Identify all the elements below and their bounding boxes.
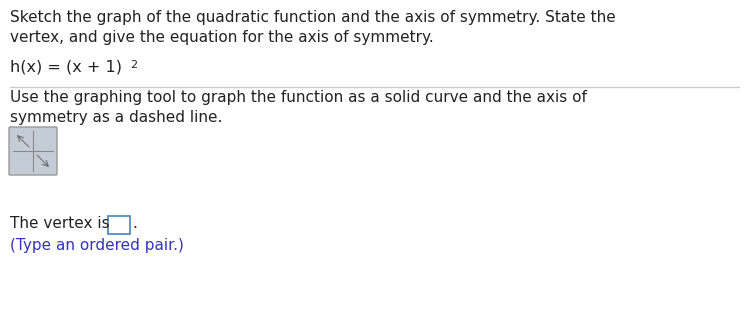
Text: vertex, and give the equation for the axis of symmetry.: vertex, and give the equation for the ax… xyxy=(10,30,434,45)
Text: Use the graphing tool to graph the function as a solid curve and the axis of: Use the graphing tool to graph the funct… xyxy=(10,90,587,105)
FancyBboxPatch shape xyxy=(108,216,130,234)
Text: The vertex is: The vertex is xyxy=(10,216,109,231)
Text: Sketch the graph of the quadratic function and the axis of symmetry. State the: Sketch the graph of the quadratic functi… xyxy=(10,10,616,25)
Text: .: . xyxy=(132,216,137,231)
FancyBboxPatch shape xyxy=(9,127,57,175)
Text: 2: 2 xyxy=(130,60,137,70)
Text: h(x) = (x + 1): h(x) = (x + 1) xyxy=(10,60,122,75)
Text: (Type an ordered pair.): (Type an ordered pair.) xyxy=(10,238,184,253)
Text: symmetry as a dashed line.: symmetry as a dashed line. xyxy=(10,110,222,125)
